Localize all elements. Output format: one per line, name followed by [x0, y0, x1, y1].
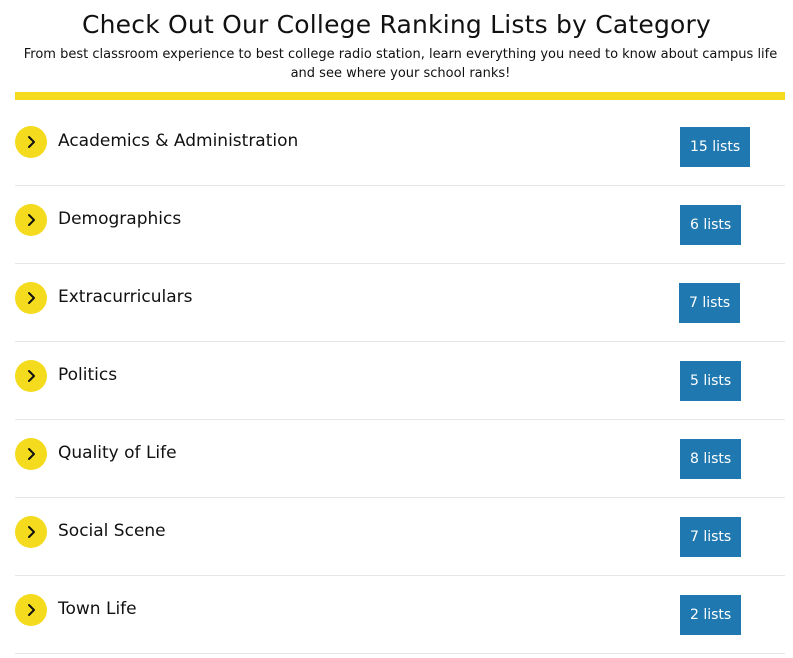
list-count-button[interactable]: 7 lists: [679, 283, 741, 323]
list-count-button[interactable]: 15 lists: [680, 127, 751, 167]
list-count-button[interactable]: 7 lists: [680, 517, 742, 557]
category-label: Quality of Life: [58, 443, 177, 463]
expand-button[interactable]: [15, 594, 47, 626]
chevron-right-icon: [28, 136, 35, 148]
expand-button[interactable]: [15, 360, 47, 392]
chevron-right-icon: [28, 526, 35, 538]
category-row[interactable]: Social Scene 7 lists: [15, 498, 785, 576]
expand-button[interactable]: [15, 282, 47, 314]
accent-divider: [15, 92, 785, 100]
category-label: Politics: [58, 365, 118, 385]
category-row[interactable]: Extracurriculars 7 lists: [15, 264, 785, 342]
category-label: Academics & Administration: [58, 131, 299, 151]
expand-button[interactable]: [15, 204, 47, 236]
category-label: Extracurriculars: [58, 287, 193, 307]
chevron-right-icon: [28, 604, 35, 616]
list-count-button[interactable]: 2 lists: [680, 595, 742, 635]
chevron-right-icon: [28, 214, 35, 226]
chevron-right-icon: [28, 448, 35, 460]
category-row[interactable]: Demographics 6 lists: [15, 186, 785, 264]
category-list: Academics & Administration 15 lists Demogr…: [15, 108, 785, 654]
page-title: Check Out Our College Ranking Lists by C…: [81, 10, 712, 39]
list-count-button[interactable]: 8 lists: [680, 439, 742, 479]
category-label: Demographics: [58, 209, 182, 229]
expand-button[interactable]: [15, 516, 47, 548]
category-row[interactable]: Quality of Life 8 lists: [15, 420, 785, 498]
page-subtitle: From best classroom experience to best c…: [23, 47, 778, 81]
list-count-button[interactable]: 6 lists: [680, 205, 742, 245]
list-count-button[interactable]: 5 lists: [680, 361, 742, 401]
category-row[interactable]: Academics & Administration 15 lists: [15, 108, 785, 186]
category-label: Town Life: [58, 599, 137, 619]
category-label: Social Scene: [58, 521, 166, 541]
category-row[interactable]: Town Life 2 lists: [15, 576, 785, 654]
chevron-right-icon: [28, 370, 35, 382]
expand-button[interactable]: [15, 126, 47, 158]
category-row[interactable]: Politics 5 lists: [15, 342, 785, 420]
chevron-right-icon: [28, 292, 35, 304]
expand-button[interactable]: [15, 438, 47, 470]
